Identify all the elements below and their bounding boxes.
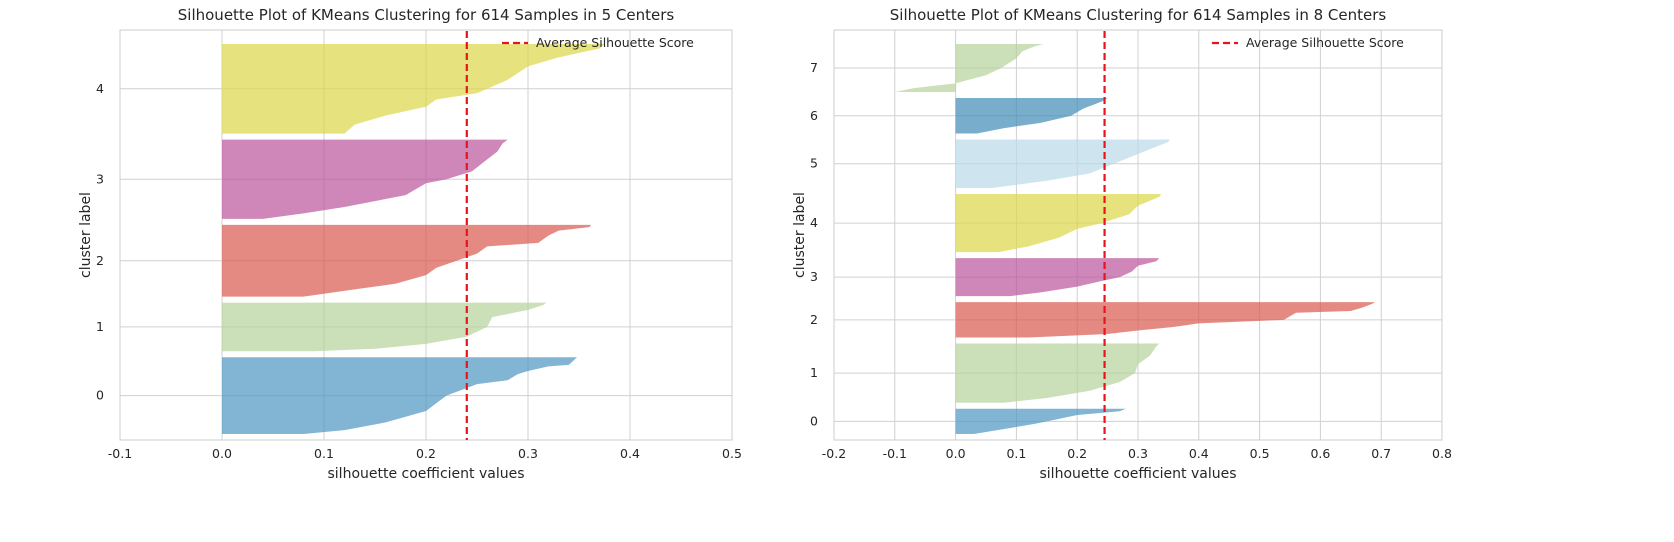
cluster-4-silhouette — [222, 44, 605, 134]
x-tick-label: 0.7 — [1371, 446, 1391, 461]
y-tick-label: 4 — [810, 215, 818, 230]
chart-title: Silhouette Plot of KMeans Clustering for… — [178, 6, 675, 24]
x-tick-label: 0.2 — [416, 446, 436, 461]
x-tick-label: 0.6 — [1310, 446, 1330, 461]
x-tick-label: 0.5 — [1250, 446, 1270, 461]
x-tick-label: -0.1 — [883, 446, 907, 461]
silhouette-chart-5-centers: Silhouette Plot of KMeans Clustering for… — [78, 6, 742, 482]
plot-frame — [833, 29, 1443, 441]
plot-frame — [119, 29, 733, 441]
cluster-2-silhouette — [955, 302, 1376, 338]
cluster-6-silhouette — [955, 98, 1108, 134]
y-axis-label: cluster label — [78, 192, 94, 278]
x-tick-label: -0.2 — [822, 446, 846, 461]
y-tick-label: 0 — [810, 413, 818, 428]
y-tick-label: 1 — [810, 365, 818, 380]
x-tick-label: 0.1 — [1006, 446, 1026, 461]
x-tick-label: 0.2 — [1067, 446, 1087, 461]
x-tick-label: 0.4 — [620, 446, 640, 461]
cluster-7-silhouette — [894, 44, 1044, 93]
silhouette-chart-8-centers: Silhouette Plot of KMeans Clustering for… — [792, 6, 1452, 482]
x-tick-label: 0.3 — [1128, 446, 1148, 461]
x-axis-label: silhouette coefficient values — [328, 466, 525, 482]
x-tick-label: 0.8 — [1432, 446, 1452, 461]
y-tick-label: 6 — [810, 108, 818, 123]
y-tick-label: 3 — [810, 269, 818, 284]
y-tick-label: 2 — [96, 253, 104, 268]
x-tick-label: -0.1 — [108, 446, 132, 461]
x-tick-label: 0.5 — [722, 446, 742, 461]
cluster-3-silhouette — [955, 258, 1160, 297]
cluster-3-silhouette — [222, 139, 508, 219]
x-tick-label: 0.1 — [314, 446, 334, 461]
legend-label: Average Silhouette Score — [1246, 35, 1404, 50]
y-tick-label: 4 — [96, 81, 104, 96]
cluster-4-silhouette — [955, 194, 1162, 253]
x-tick-label: 0.4 — [1189, 446, 1209, 461]
y-axis-label: cluster label — [792, 192, 808, 278]
chart-title: Silhouette Plot of KMeans Clustering for… — [890, 6, 1387, 24]
x-tick-label: 0.0 — [946, 446, 966, 461]
cluster-1-silhouette — [955, 343, 1160, 403]
y-tick-label: 3 — [96, 171, 104, 186]
y-tick-label: 0 — [96, 388, 104, 403]
cluster-0-silhouette — [955, 408, 1126, 434]
cluster-0-silhouette — [222, 357, 577, 434]
y-tick-label: 7 — [810, 60, 818, 75]
y-tick-label: 2 — [810, 312, 818, 327]
cluster-1-silhouette — [222, 302, 547, 352]
cluster-2-silhouette — [222, 224, 592, 297]
y-tick-label: 1 — [96, 319, 104, 334]
legend-label: Average Silhouette Score — [536, 35, 694, 50]
x-tick-label: 0.0 — [212, 446, 232, 461]
x-tick-label: 0.3 — [518, 446, 538, 461]
cluster-5-silhouette — [955, 139, 1170, 189]
y-tick-label: 5 — [810, 156, 818, 171]
x-axis-label: silhouette coefficient values — [1040, 466, 1237, 482]
